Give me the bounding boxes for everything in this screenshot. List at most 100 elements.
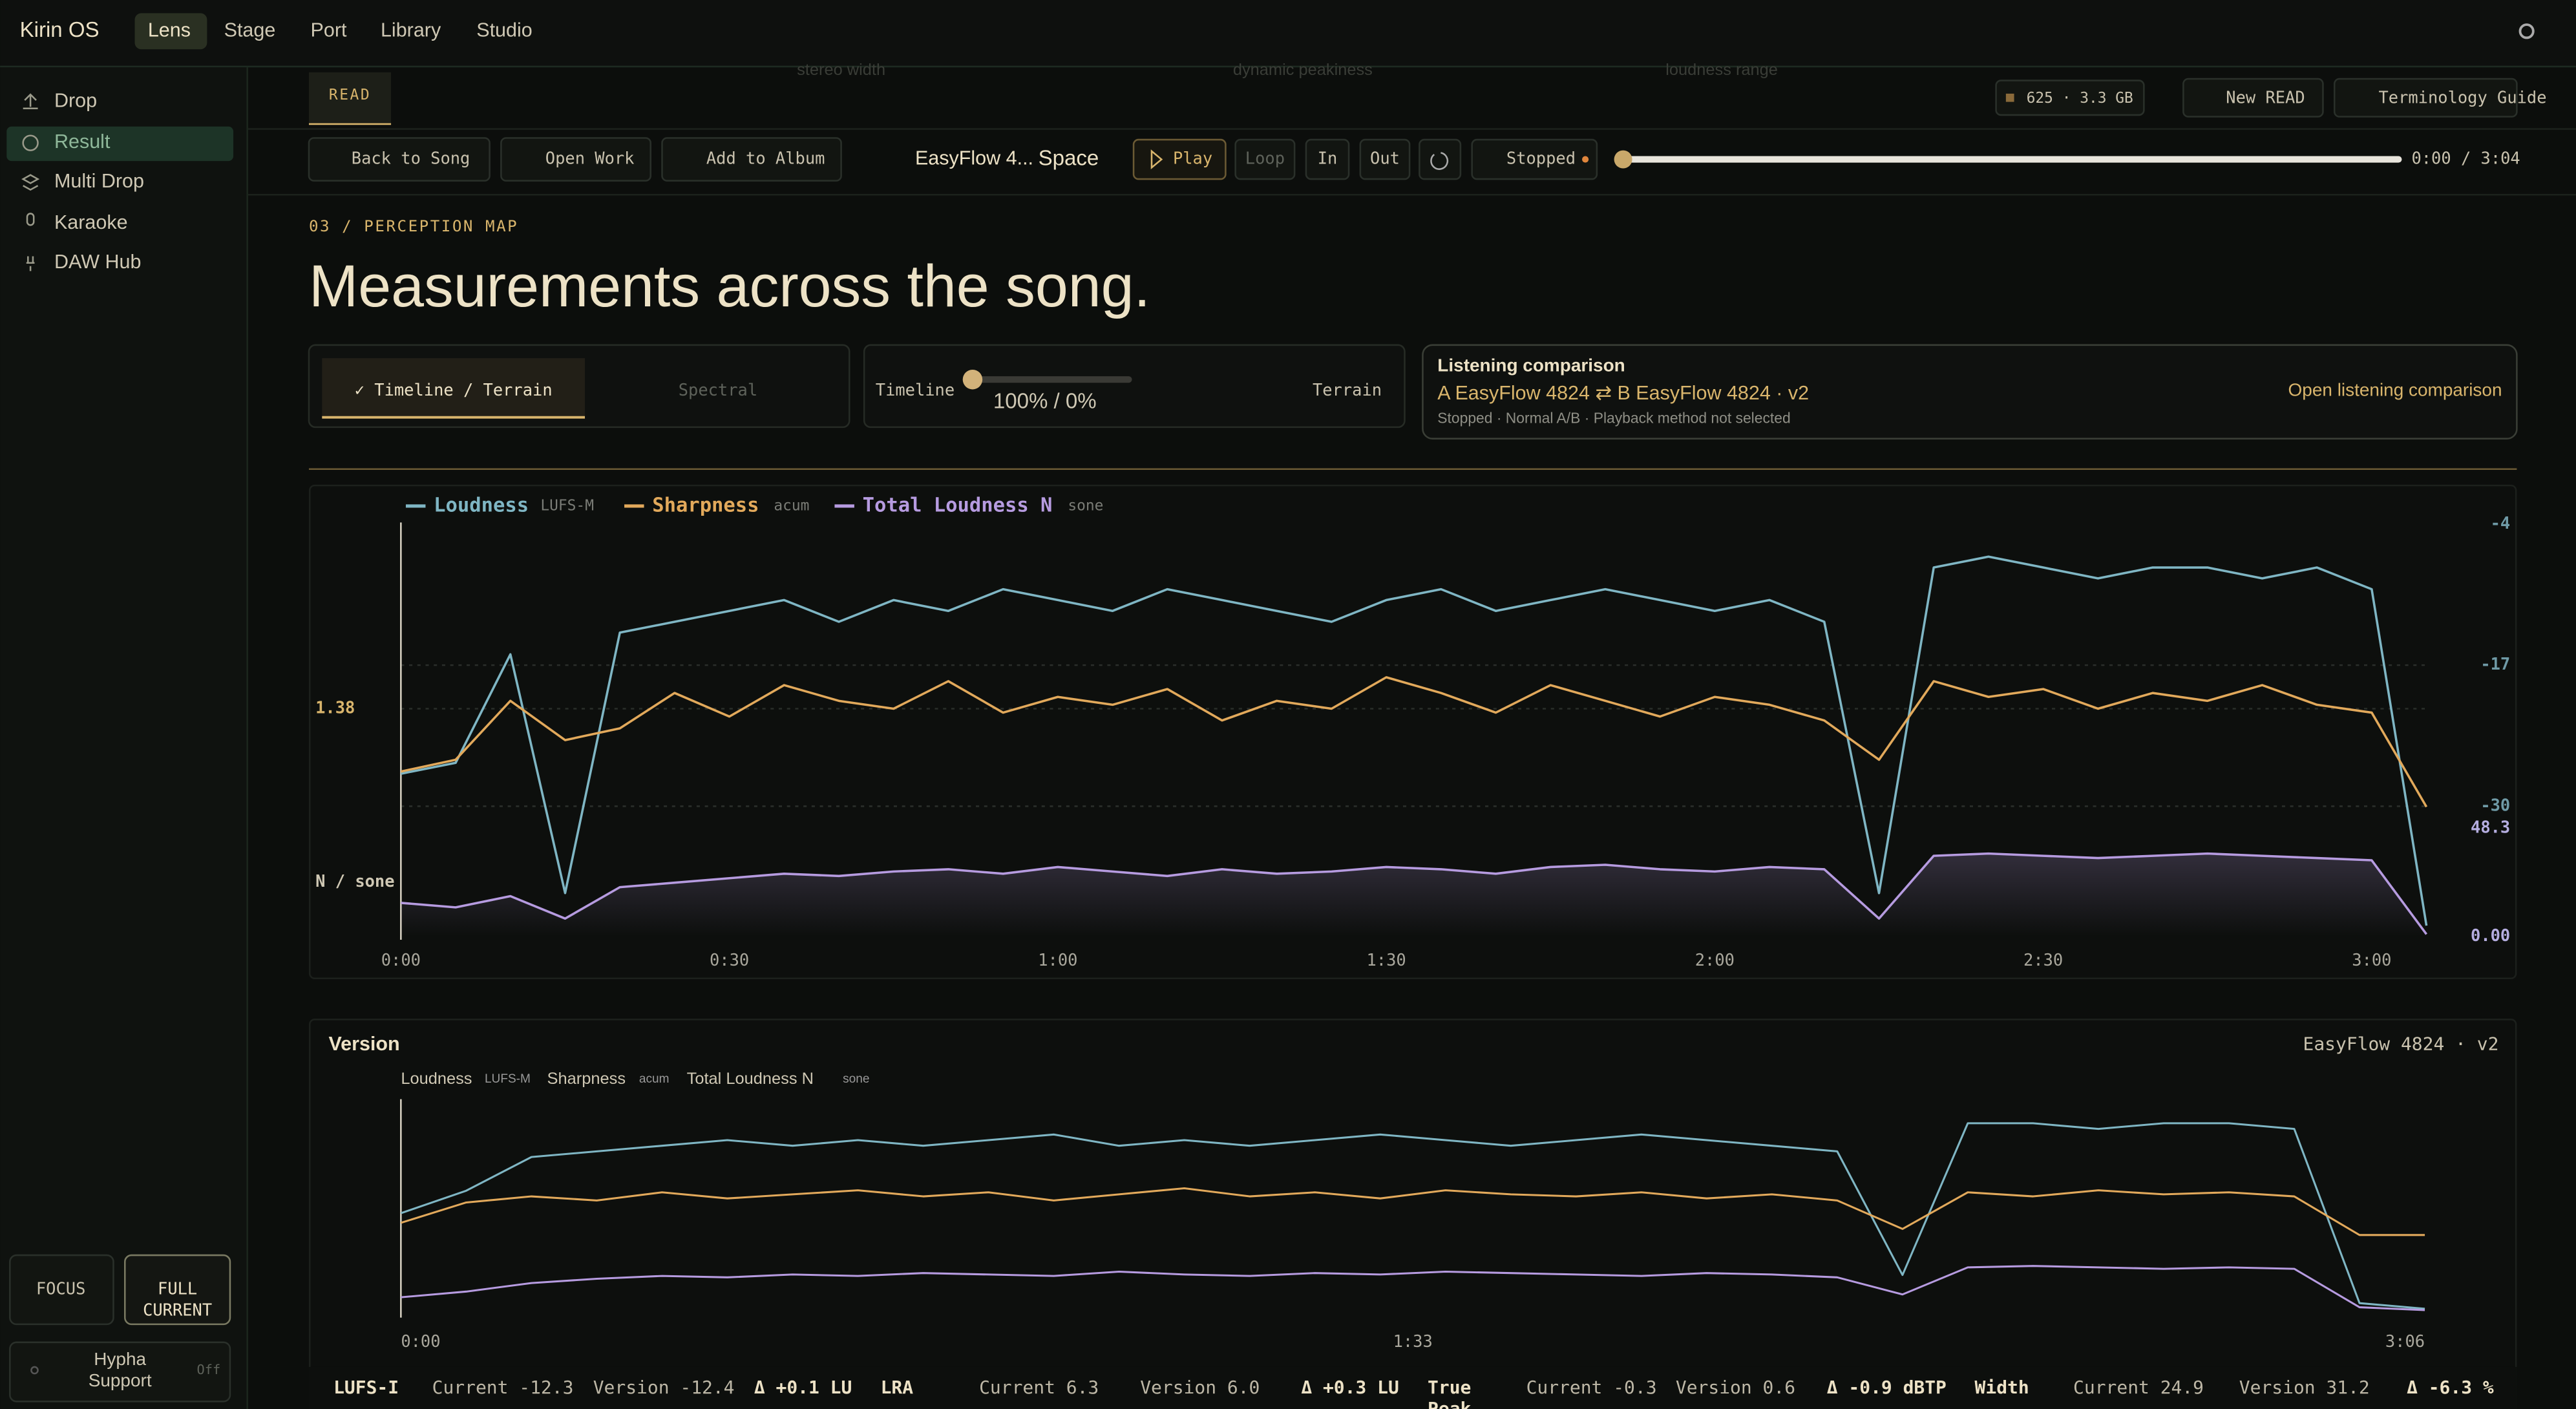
compare-pair: A EasyFlow 4824 ⇄ B EasyFlow 4824 · v2 (1437, 382, 1809, 404)
y-tick-label: 48.3 (2471, 817, 2510, 836)
x-tick-label: 2:00 (1695, 950, 1735, 969)
stat-version: Version -12.4 (593, 1377, 735, 1398)
nav-tab[interactable]: Library (381, 19, 441, 41)
series-line (400, 1122, 2425, 1310)
support-label[interactable]: Hypha (94, 1349, 146, 1369)
stat-label: True (1428, 1377, 1471, 1398)
reset-button[interactable] (1419, 138, 1462, 180)
section-kicker: 03 / PERCEPTION MAP (309, 217, 518, 235)
stat-version: Version 6.0 (1140, 1377, 1260, 1398)
x-tick-label: 2:30 (2023, 950, 2063, 969)
stat-label: Width (1975, 1377, 2029, 1398)
focus-label[interactable]: FOCUS (36, 1278, 85, 1298)
sidebar-item[interactable]: Multi Drop (54, 170, 144, 192)
stat-current: Current 6.3 (979, 1377, 1099, 1398)
storage-badge (1995, 79, 2145, 116)
stats-row: LUFS-I Current -12.3 Version -12.4 Δ +0.1 L… (333, 1377, 2494, 1409)
x-tick-label: 3:00 (2352, 950, 2391, 969)
nav-tab[interactable]: Studio (476, 19, 532, 41)
series-line (400, 1187, 2425, 1236)
read-tab[interactable] (308, 72, 392, 125)
nav-tab[interactable]: Stage (224, 19, 276, 41)
full-button[interactable] (124, 1254, 231, 1326)
in-button[interactable] (1305, 138, 1350, 180)
open-button[interactable] (500, 137, 651, 182)
open-label[interactable]: Open Work (545, 149, 635, 168)
y-tick-label: 0.00 (2471, 926, 2510, 945)
x-tick-label: 1:00 (1038, 950, 1077, 969)
settings-icon[interactable] (2518, 23, 2535, 39)
faded-metric: dynamic peakiness (1233, 61, 1373, 79)
mix-thumb[interactable] (962, 369, 983, 390)
version-chart-frame (308, 1019, 2517, 1409)
in-label[interactable]: In (1318, 149, 1338, 168)
loop-label[interactable]: Loop (1245, 149, 1285, 168)
view-tab[interactable]: Spectral (679, 380, 757, 399)
section-title: Measurements across the song. (309, 253, 1150, 319)
mix-right: Terrain (1313, 380, 1382, 399)
tab-active[interactable] (134, 13, 207, 50)
x-tick-label: 0:00 (381, 950, 421, 969)
play-label[interactable]: Play (1173, 149, 1212, 168)
out-button[interactable] (1359, 138, 1411, 180)
legend-name: Total Loudness N (687, 1070, 814, 1088)
brand: Kirin OS (20, 18, 100, 42)
nav-tab[interactable]: Port (311, 19, 347, 41)
legend-unit: LUFS-M (540, 497, 594, 514)
status-dot (1582, 156, 1589, 163)
stats-bar (308, 1366, 2517, 1409)
legend-unit: acum (774, 497, 809, 514)
seek-thumb[interactable] (1614, 150, 1632, 169)
sidebar-icons (21, 93, 40, 271)
stat-current: Current -0.3 (1526, 1377, 1657, 1398)
sidebar-item[interactable]: Result (54, 131, 111, 153)
legend-unit: LUFS-M (485, 1072, 531, 1086)
guide-label[interactable]: Terminology Guide (2378, 88, 2546, 107)
guide-button[interactable] (2333, 78, 2518, 118)
support-toggle[interactable] (9, 1341, 231, 1403)
album-button[interactable] (661, 137, 842, 182)
focus-button[interactable] (9, 1254, 114, 1326)
sidebar-item[interactable]: Karaoke (54, 211, 128, 233)
support-label[interactable]: Support (89, 1370, 152, 1390)
play-button[interactable] (1132, 138, 1227, 180)
faded-metric: stereo width (797, 61, 885, 79)
back-button[interactable] (308, 137, 491, 182)
legend-unit: sone (843, 1072, 869, 1086)
full-label[interactable]: CURRENT (143, 1300, 212, 1319)
x-tick-label: 1:30 (1367, 950, 1406, 969)
stat-delta: Δ -6.3 % (2407, 1377, 2494, 1398)
new-read-button[interactable] (2182, 78, 2324, 118)
track-space: Space (1039, 146, 1099, 170)
compare-link[interactable]: Open listening comparison (2288, 379, 2502, 399)
new-read-label[interactable]: New READ (2226, 88, 2305, 107)
stat-current: Current 24.9 (2073, 1377, 2204, 1398)
stat-label: LUFS-I (333, 1377, 399, 1398)
view-tab[interactable]: ✓ Timeline / Terrain (355, 380, 553, 399)
full-label[interactable]: FULL (158, 1278, 197, 1298)
album-label[interactable]: Add to Album (706, 149, 825, 168)
legend-name: Sharpness (547, 1070, 626, 1088)
mix-left: Timeline (876, 380, 955, 399)
nav-tab[interactable]: Lens (148, 19, 191, 41)
series-line (401, 852, 2428, 935)
x-tick-label: 0:30 (710, 950, 749, 969)
series-line (400, 555, 2428, 926)
mix-panel (863, 344, 1406, 429)
loop-button[interactable] (1234, 138, 1296, 180)
status-chip (1471, 138, 1598, 180)
track-name: EasyFlow 4... (915, 147, 1033, 169)
legend-name: Total Loudness N (863, 494, 1053, 516)
back-label[interactable]: Back to Song (352, 149, 470, 168)
sidebar-item[interactable]: DAW Hub (54, 251, 141, 273)
sidebar-item[interactable]: Drop (54, 90, 97, 112)
support-dot (30, 1366, 39, 1375)
legend-name: Sharpness (652, 494, 759, 516)
compare-card (1422, 344, 2518, 440)
view-tab-active[interactable] (322, 358, 586, 419)
storage-icon (2005, 93, 2014, 102)
read-tab-label[interactable]: READ (329, 87, 371, 103)
out-label[interactable]: Out (1370, 149, 1400, 168)
stat-delta: Δ +0.1 LU (754, 1377, 852, 1398)
compare-status: Stopped · Normal A/B · Playback method n… (1437, 409, 1790, 426)
